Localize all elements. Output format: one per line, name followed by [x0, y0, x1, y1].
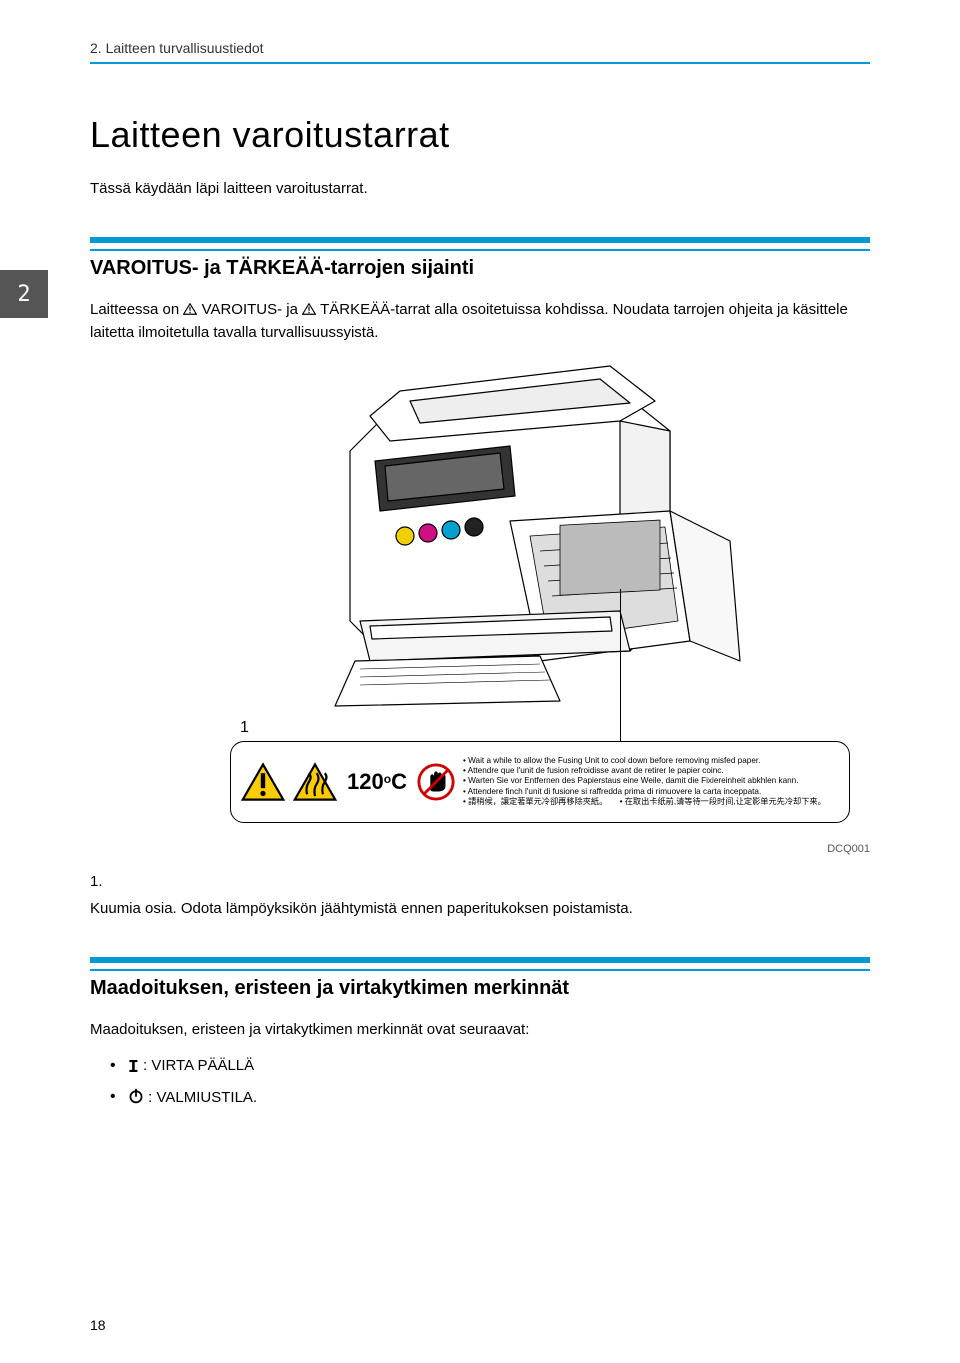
section-bar: [90, 237, 870, 243]
list-number: 1.: [90, 873, 870, 890]
breadcrumb: 2. Laitteen turvallisuustiedot: [90, 40, 870, 56]
warning-triangle-icon: [183, 303, 197, 315]
list-item: : VALMIUSTILA.: [110, 1088, 870, 1106]
page-title: Laitteen varoitustarrat: [90, 114, 870, 156]
chapter-tab-number: 2: [17, 282, 30, 307]
section-bar: [90, 957, 870, 963]
temp-unit: C: [391, 769, 407, 794]
symbol-list: I : VIRTA PÄÄLLÄ : VALMIUSTILA.: [110, 1057, 870, 1106]
label-line: 請稍候，讓定著單元冷卻再移除夾紙。 • 在取出卡纸前,请等待一段时间,让定影单元…: [463, 797, 839, 807]
label-line: Attendre que l'unit de fusion refroidiss…: [463, 766, 839, 776]
item-text: : VALMIUSTILA.: [148, 1089, 257, 1106]
body-pre: Laitteessa on: [90, 301, 183, 318]
figure-code: DCQ001: [90, 843, 870, 855]
warning-triangle-icon: [241, 762, 285, 802]
label-line: Warten Sie vor Entfernen des Papierstaus…: [463, 776, 839, 786]
printer-illustration: [260, 361, 780, 731]
temp-value: 120: [347, 769, 384, 794]
body-mid1: VAROITUS- ja: [202, 301, 303, 318]
item-text: : VIRTA PÄÄLLÄ: [143, 1057, 254, 1074]
section1-body: Laitteessa on VAROITUS- ja TÄRKEÄÄ-tarra…: [90, 298, 870, 345]
temperature-text: 120oC: [347, 769, 407, 795]
chapter-tab-badge: 2: [0, 270, 48, 318]
no-touch-icon: [417, 763, 455, 801]
header-divider: [90, 62, 870, 64]
list-item: I : VIRTA PÄÄLLÄ: [110, 1057, 870, 1078]
section2-body: Maadoituksen, eristeen ja virtakytkimen …: [90, 1018, 870, 1041]
heat-triangle-icon: [293, 762, 337, 802]
standby-icon: [128, 1088, 144, 1104]
leader-line: [620, 589, 621, 741]
callout-number: 1: [240, 719, 249, 737]
label-text-lines: Wait a while to allow the Fusing Unit to…: [463, 756, 839, 807]
page-number: 18: [90, 1317, 106, 1333]
label-line: Attendere finch l'unit di fusione si raf…: [463, 787, 839, 797]
section2-title: Maadoituksen, eristeen ja virtakytkimen …: [90, 969, 870, 1000]
label-line: Wait a while to allow the Fusing Unit to…: [463, 756, 839, 766]
warning-triangle-icon: [302, 303, 316, 315]
power-on-icon: I: [128, 1058, 139, 1078]
page-content: 2. Laitteen turvallisuustiedot Laitteen …: [0, 0, 960, 1156]
intro-text: Tässä käydään läpi laitteen varoitustarr…: [90, 180, 870, 197]
section1-title: VAROITUS- ja TÄRKEÄÄ-tarrojen sijainti: [90, 249, 870, 280]
figure: 1 120oC Wait a while to a: [90, 361, 870, 831]
warning-label-box: 120oC Wait a while to allow the Fusing U…: [230, 741, 850, 823]
list-description: Kuumia osia. Odota lämpöyksikön jäähtymi…: [90, 900, 870, 917]
